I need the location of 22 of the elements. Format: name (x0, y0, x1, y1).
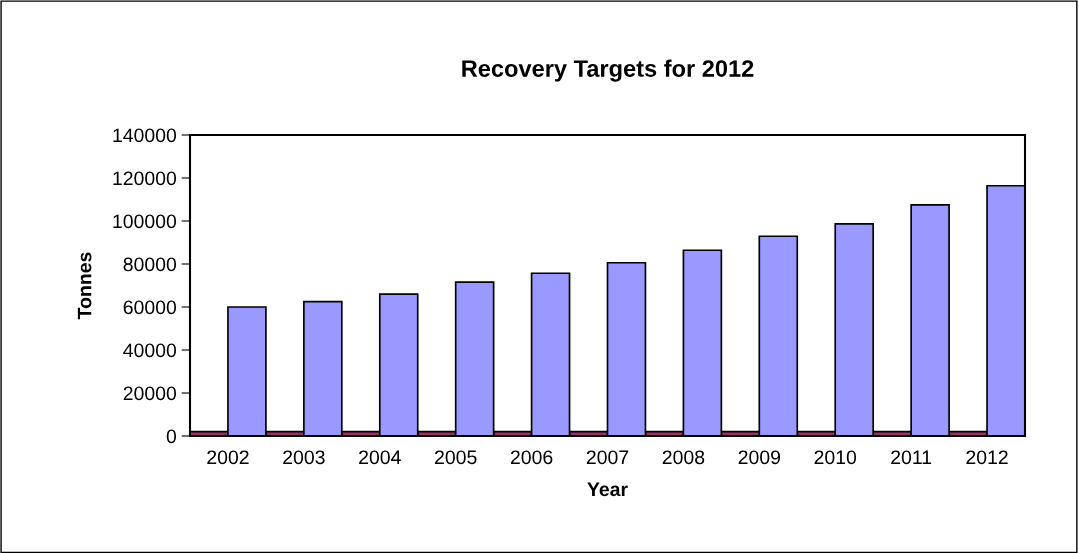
y-tick-label: 120000 (113, 171, 177, 186)
x-tick-label: 2007 (586, 450, 629, 465)
x-tick-label: 2010 (814, 450, 857, 465)
y-axis-title: Tonnes (77, 252, 92, 320)
y-tick-label: 140000 (113, 128, 177, 143)
y-tick-label: 0 (166, 429, 177, 444)
y-tick-label: 40000 (123, 343, 177, 358)
x-tick-label: 2003 (283, 450, 325, 465)
x-tick-label: 2012 (966, 450, 1008, 465)
x-tick-label: 2005 (435, 450, 477, 465)
y-tick-label: 100000 (113, 214, 177, 229)
x-tick-label: 2002 (207, 450, 249, 465)
y-tick-label: 20000 (123, 386, 177, 401)
x-tick-label: 2011 (891, 450, 932, 465)
x-tick-label: 2009 (738, 450, 781, 465)
x-tick-label: 2008 (662, 450, 705, 465)
chart-title: Recovery Targets for 2012 (462, 59, 754, 82)
x-axis-title: Year (587, 482, 628, 497)
x-tick-label: 2004 (359, 450, 401, 465)
y-tick-label: 60000 (123, 300, 177, 315)
x-tick-label: 2006 (510, 450, 553, 465)
y-tick-label: 80000 (123, 257, 177, 272)
